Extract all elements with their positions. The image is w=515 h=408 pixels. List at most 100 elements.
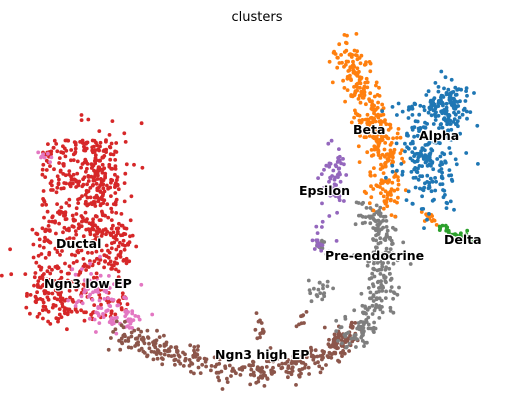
point-ductal: [38, 276, 43, 280]
point-ductal: [48, 322, 53, 326]
point-pre-endocrine: [387, 266, 392, 271]
point-pre-endocrine: [326, 249, 331, 254]
point-beta: [391, 136, 395, 141]
point-ngn3-high-ep: [126, 339, 131, 343]
point-ductal: [54, 282, 59, 287]
point-ngn3-high-ep: [219, 369, 224, 374]
point-alpha: [424, 93, 429, 97]
point-ductal: [116, 275, 121, 279]
point-ngn3-high-ep: [331, 340, 336, 344]
point-ductal: [57, 161, 61, 165]
point-ngn3-low-ep: [86, 287, 90, 291]
point-ductal: [104, 254, 109, 259]
point-ngn3-low-ep: [82, 278, 87, 283]
label-delta: Delta: [444, 232, 482, 247]
point-ngn3-low-ep: [107, 274, 111, 278]
point-alpha: [445, 201, 450, 206]
point-alpha: [412, 167, 417, 172]
point-alpha: [429, 163, 433, 168]
point-pre-endocrine: [378, 285, 382, 290]
point-ductal: [44, 202, 48, 207]
point-ngn3-high-ep: [164, 340, 169, 345]
point-beta: [372, 135, 377, 139]
point-epsilon: [327, 164, 332, 169]
point-ductal: [71, 158, 76, 163]
point-ductal: [57, 177, 61, 182]
point-ductal: [64, 217, 69, 221]
point-pre-endocrine: [376, 258, 380, 262]
point-pre-endocrine: [381, 225, 385, 230]
point-ngn3-high-ep: [189, 369, 193, 374]
point-beta: [389, 141, 394, 145]
point-ductal: [84, 169, 88, 174]
point-ductal: [45, 269, 50, 274]
point-ductal: [139, 121, 144, 126]
point-ngn3-high-ep: [296, 353, 301, 358]
point-alpha: [450, 179, 455, 183]
point-beta: [354, 32, 359, 36]
point-ngn3-high-ep: [146, 336, 151, 340]
point-alpha: [380, 109, 385, 113]
point-pre-endocrine: [378, 307, 383, 312]
point-pre-endocrine: [382, 237, 387, 242]
point-ductal: [73, 141, 78, 145]
point-beta: [335, 65, 340, 70]
point-beta: [383, 160, 388, 165]
point-ductal: [73, 151, 77, 156]
point-ngn3-high-ep: [313, 348, 318, 353]
point-alpha: [427, 140, 432, 145]
point-beta: [383, 141, 388, 145]
point-beta: [378, 167, 383, 172]
point-ductal: [56, 182, 61, 187]
point-alpha: [409, 170, 414, 174]
point-ngn3-low-ep: [137, 317, 142, 322]
point-pre-endocrine: [378, 240, 383, 245]
point-ductal: [67, 264, 72, 269]
point-pre-endocrine: [391, 310, 396, 315]
point-ngn3-high-ep: [123, 319, 127, 324]
point-pre-endocrine: [334, 329, 339, 333]
point-alpha: [447, 168, 452, 173]
point-ductal: [43, 229, 48, 233]
point-pre-endocrine: [336, 339, 340, 343]
point-ductal: [28, 293, 33, 297]
point-beta: [424, 212, 428, 217]
point-alpha: [448, 199, 453, 204]
point-ngn3-high-ep: [260, 366, 264, 370]
point-pre-endocrine: [397, 285, 401, 290]
point-alpha: [464, 151, 469, 155]
point-beta: [342, 50, 347, 54]
point-ductal: [75, 259, 79, 264]
point-ductal: [81, 182, 86, 187]
point-ngn3-high-ep: [216, 375, 220, 380]
point-alpha: [430, 136, 435, 141]
point-ngn3-high-ep: [212, 355, 217, 360]
point-ngn3-high-ep: [137, 348, 142, 353]
point-ngn3-low-ep: [104, 290, 109, 295]
point-beta: [400, 148, 404, 153]
point-ductal: [43, 235, 47, 240]
point-ductal: [98, 190, 103, 194]
point-beta: [364, 76, 369, 81]
point-ngn3-low-ep: [79, 294, 84, 299]
point-ngn3-high-ep: [280, 361, 285, 366]
point-ductal: [86, 189, 91, 194]
point-ductal: [97, 168, 102, 173]
point-ductal: [69, 148, 74, 152]
point-ductal: [45, 277, 49, 282]
point-pre-endocrine: [355, 326, 360, 331]
point-beta: [372, 125, 377, 130]
point-ngn3-low-ep: [139, 282, 144, 287]
point-pre-endocrine: [364, 206, 369, 210]
point-ductal: [124, 226, 129, 231]
point-ngn3-high-ep: [204, 364, 209, 369]
point-pre-endocrine: [363, 220, 367, 225]
point-pre-endocrine: [386, 260, 390, 265]
point-ductal: [101, 283, 106, 287]
point-pre-endocrine: [371, 329, 376, 333]
point-pre-endocrine: [360, 202, 364, 206]
point-pre-endocrine: [347, 341, 352, 346]
point-ductal: [75, 310, 79, 314]
point-alpha: [425, 163, 430, 168]
point-ductal: [48, 271, 53, 276]
